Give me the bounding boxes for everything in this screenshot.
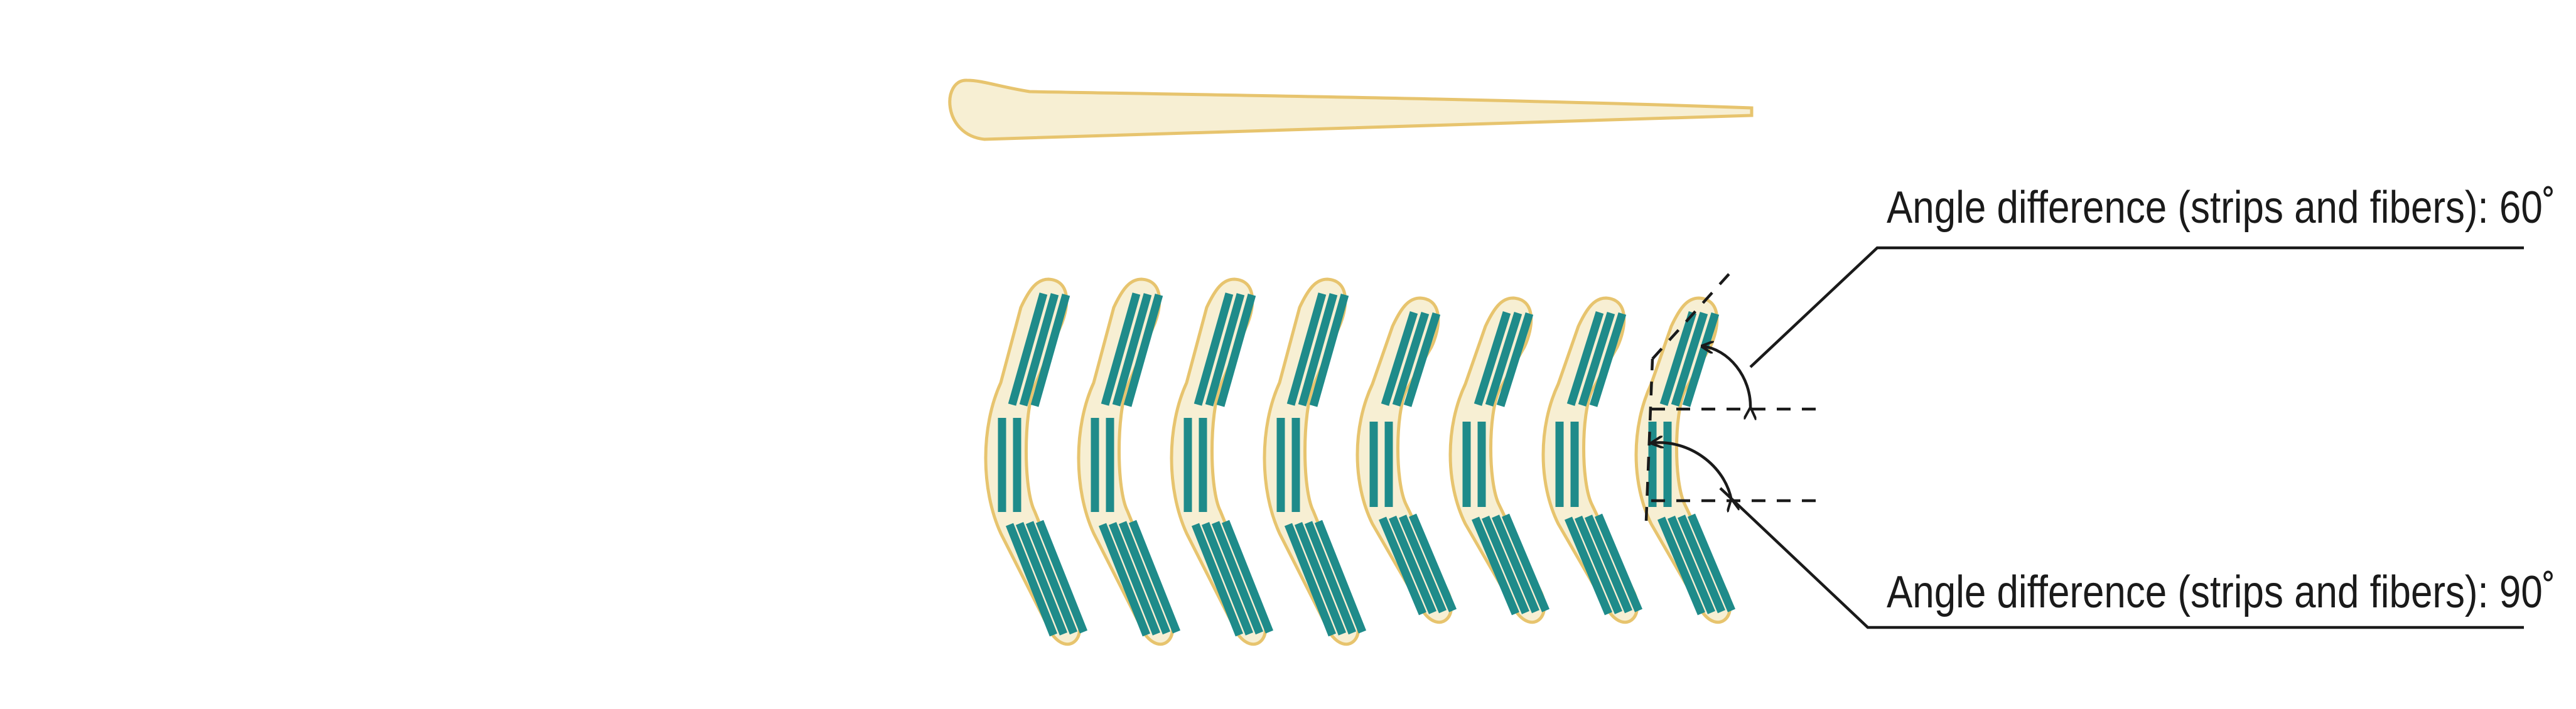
fiber-strip-upper <box>1286 292 1327 406</box>
chevron-outline <box>1541 296 1639 624</box>
chevron-outline <box>1448 296 1546 624</box>
chevron-segment <box>1355 296 1457 624</box>
fiber-strip-upper <box>1392 311 1430 407</box>
fiber-strip-upper <box>1671 311 1708 407</box>
angle-label-90: Angle difference (strips and fibers): 90… <box>1887 567 2555 617</box>
chevron-segment <box>1077 277 1181 646</box>
fiber-strip-upper <box>1496 312 1534 407</box>
fiber-strip-upper <box>1112 293 1152 407</box>
fiber-strip-upper <box>1485 311 1522 407</box>
chevron-segment <box>1170 277 1274 646</box>
angle-arc-90 <box>1652 442 1732 501</box>
chevron-segment <box>1448 296 1549 624</box>
chevron-outline <box>1355 296 1453 624</box>
fiber-strip-lower <box>1314 520 1367 634</box>
fiber-strip-lower <box>1688 513 1735 612</box>
fiber-strip-upper <box>1403 312 1441 407</box>
fiber-strip-lower <box>1492 514 1539 614</box>
fiber-strip-lower <box>1118 521 1171 635</box>
fiber-strip-upper <box>1216 294 1256 407</box>
fiber-strip-upper <box>1205 293 1245 407</box>
fiber-strip-lower <box>1399 514 1447 614</box>
fiber-strip-upper <box>1589 312 1627 407</box>
chevron-segment <box>1541 296 1642 624</box>
fiber-strip-lower <box>1098 523 1151 637</box>
chevron-segment <box>1263 277 1367 646</box>
fiber-strip-lower <box>1389 515 1436 614</box>
chevron-segment <box>984 277 1088 646</box>
fiber-strip-lower <box>1379 516 1426 616</box>
chevron-segment <box>1634 296 1735 624</box>
fiber-axis-line <box>1644 358 1654 521</box>
fiber-strip-lower <box>1128 520 1181 634</box>
fiber-strip-lower <box>1201 521 1254 636</box>
fiber-strip-lower <box>1191 523 1244 637</box>
fiber-strip-upper <box>1578 311 1615 407</box>
angle-label-60: Angle difference (strips and fibers): 60… <box>1887 183 2555 233</box>
angle-guides <box>1644 269 1821 521</box>
flat-strip <box>948 78 1754 141</box>
leader-line-bottom <box>1719 487 2524 629</box>
fiber-strip-lower <box>1221 520 1274 634</box>
chevron-segments <box>984 277 1735 646</box>
fiber-strip-upper <box>1381 311 1418 406</box>
leader-line-top <box>1749 246 2524 368</box>
fiber-strip-upper <box>1123 294 1163 407</box>
fiber-strip-lower <box>1294 521 1347 636</box>
fiber-strip-lower <box>1595 513 1642 612</box>
fiber-strip-upper <box>1474 311 1511 406</box>
angle-arc-60 <box>1703 346 1750 409</box>
fiber-strip-lower <box>1482 515 1529 614</box>
fiber-strip-lower <box>1025 521 1078 635</box>
fiber-strip-lower <box>1284 523 1337 637</box>
fiber-strip-lower <box>1304 521 1357 635</box>
fiber-strip-upper <box>1566 311 1604 406</box>
fiber-strip-lower <box>1575 515 1622 614</box>
fiber-strip-upper <box>1298 293 1338 407</box>
fiber-strip-lower <box>1015 521 1068 636</box>
strip-direction-line <box>1651 269 1734 360</box>
fiber-strip-lower <box>1409 513 1457 612</box>
fiber-strip-lower <box>1005 523 1058 637</box>
fiber-strip-lower <box>1035 520 1088 634</box>
fiber-strip-upper <box>1030 294 1070 407</box>
fiber-strip-lower <box>1585 514 1632 614</box>
fiber-strip-lower <box>1565 516 1612 616</box>
fiber-strip-lower <box>1108 521 1161 636</box>
fiber-strip-upper <box>1101 292 1141 406</box>
fiber-strip-lower <box>1668 515 1715 614</box>
fiber-strip-upper <box>1194 292 1234 406</box>
fiber-strip-lower <box>1211 521 1264 635</box>
fiber-strip-lower <box>1502 513 1549 612</box>
fiber-strip-upper <box>1008 292 1048 406</box>
fiber-strip-lower <box>1678 514 1725 614</box>
fiber-strip-upper <box>1309 294 1349 407</box>
fiber-strip-lower <box>1472 516 1519 616</box>
fiber-strip-lower <box>1657 516 1705 616</box>
fiber-strip-upper <box>1019 293 1059 407</box>
fiber-strip-upper <box>1659 311 1697 406</box>
